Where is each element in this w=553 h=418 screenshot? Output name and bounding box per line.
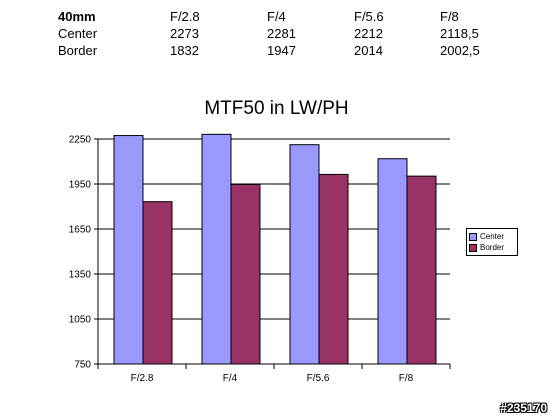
bar-center: [289, 144, 320, 365]
table-cell: 2002,5: [440, 43, 480, 58]
y-tick-label: 750: [74, 360, 91, 371]
y-tick-label: 2250: [69, 135, 92, 146]
table-cell: Center: [58, 26, 98, 41]
table-cell: 2014: [354, 43, 383, 58]
legend-swatch-border: [469, 243, 477, 252]
x-tick-label: F/5.6: [307, 373, 330, 384]
y-tick-label: 1650: [69, 225, 92, 236]
table-cell: 2118,5: [440, 26, 479, 41]
legend-label: Border: [480, 243, 505, 252]
bar-border: [318, 173, 349, 365]
y-tick-label: 1350: [69, 270, 92, 281]
image-id-watermark: #235170: [500, 401, 547, 415]
legend-label: Center: [480, 232, 505, 241]
bar-border: [142, 201, 173, 365]
x-tick-label: F/2.8: [131, 373, 154, 384]
legend-item-border: Border: [469, 242, 515, 253]
bar-border: [406, 175, 437, 365]
bar-center: [377, 158, 408, 365]
table-cell: 1832: [170, 43, 199, 58]
table-cell: F/4: [267, 9, 286, 24]
legend-item-center: Center: [469, 231, 515, 242]
table-cell: 2273: [170, 26, 199, 41]
bar-border: [230, 183, 261, 365]
table-cell: F/2.8: [170, 9, 200, 24]
y-tick-label: 1050: [69, 315, 92, 326]
table-cell: 2281: [267, 26, 296, 41]
legend-swatch-center: [469, 232, 477, 241]
bar-center: [113, 135, 144, 365]
x-tick-label: F/4: [223, 373, 238, 384]
x-tick-label: F/8: [399, 373, 414, 384]
table-cell: Border: [58, 43, 98, 58]
bar-center: [201, 133, 232, 365]
table-cell: F/8: [440, 9, 459, 24]
table-cell: F/5.6: [354, 9, 384, 24]
chart-title: MTF50 in LW/PH: [204, 98, 349, 119]
table-cell: 40mm: [58, 9, 96, 24]
chart-legend: Center Border: [466, 228, 518, 256]
table-cell: 2212: [354, 26, 383, 41]
table-cell: 1947: [267, 43, 296, 58]
y-tick-label: 1950: [69, 180, 92, 191]
